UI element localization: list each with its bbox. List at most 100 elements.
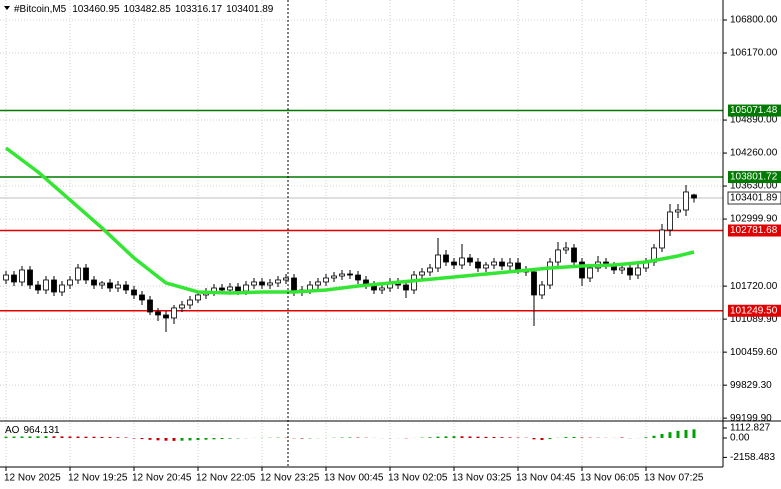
y-tick-label: 103630.00 bbox=[730, 181, 778, 192]
ao-name: AO bbox=[5, 425, 20, 436]
header-close: 103401.89 bbox=[226, 4, 274, 15]
x-tick-label: 13 Nov 00:45 bbox=[324, 473, 384, 484]
candle-body bbox=[427, 267, 433, 273]
candle-body bbox=[531, 271, 537, 296]
candle-body bbox=[163, 314, 169, 319]
y-tick-label: 99199.90 bbox=[730, 413, 772, 424]
y-tick-label: 101720.00 bbox=[730, 281, 778, 292]
candle-body bbox=[403, 284, 409, 291]
candle-body bbox=[11, 274, 17, 283]
bid-label-box bbox=[727, 191, 781, 205]
candle-body bbox=[51, 279, 57, 293]
candle-body bbox=[515, 262, 521, 271]
y-tick-label: 104890.00 bbox=[730, 115, 778, 126]
candle-body bbox=[627, 267, 633, 276]
candle-body bbox=[155, 311, 161, 316]
candle-body bbox=[459, 257, 465, 266]
candle-body bbox=[483, 264, 489, 269]
level-label-box bbox=[728, 104, 781, 117]
y-tick-label: 101089.90 bbox=[730, 314, 778, 325]
candle-body bbox=[691, 194, 697, 199]
ao-tick-label: 1112.827 bbox=[730, 423, 771, 434]
level-label-box bbox=[728, 171, 781, 184]
y-tick-label: 104260.00 bbox=[730, 148, 778, 159]
y-tick-label: 100459.60 bbox=[730, 347, 778, 358]
ao-current: 964.131 bbox=[23, 425, 60, 436]
candle-body bbox=[91, 279, 97, 286]
x-tick-label: 12 Nov 23:25 bbox=[260, 473, 320, 484]
candle-body bbox=[251, 281, 257, 286]
candle-body bbox=[171, 307, 177, 319]
candle-body bbox=[435, 254, 441, 269]
candle-body bbox=[507, 262, 513, 267]
candle-body bbox=[539, 284, 545, 296]
candle-body bbox=[675, 209, 681, 213]
level-label-box bbox=[728, 224, 781, 237]
header-high: 103482.85 bbox=[124, 4, 172, 15]
candle-body bbox=[195, 294, 201, 301]
level-label: 101249.50 bbox=[730, 305, 778, 316]
candle-body bbox=[75, 267, 81, 281]
y-tick-label: 102999.90 bbox=[730, 214, 778, 225]
header-open: 103460.95 bbox=[72, 4, 120, 15]
level-label: 103801.72 bbox=[730, 172, 778, 183]
candle-body bbox=[115, 284, 121, 289]
candle-body bbox=[59, 284, 65, 293]
candle-body bbox=[291, 277, 297, 293]
labels: 106800.00 106170.00 104890.00 104260.00 1036… bbox=[4, 15, 781, 484]
candle-body bbox=[27, 269, 33, 286]
candle-body bbox=[147, 299, 153, 313]
ao-header: AO 964.131 bbox=[5, 425, 60, 436]
candle-body bbox=[491, 261, 497, 266]
candle-body bbox=[379, 287, 385, 291]
candle-body bbox=[451, 261, 457, 266]
candle-body bbox=[283, 277, 289, 281]
candle-body bbox=[475, 261, 481, 269]
header-title: #Bitcoin,M5 bbox=[14, 4, 67, 15]
candle-body bbox=[419, 271, 425, 276]
candle-body bbox=[563, 247, 569, 251]
candle-body bbox=[331, 275, 337, 279]
candle-body bbox=[339, 273, 345, 277]
candle-body bbox=[67, 279, 73, 286]
bid-label: 103401.89 bbox=[730, 193, 778, 204]
x-tick-label: 12 Nov 19:25 bbox=[68, 473, 128, 484]
candle-body bbox=[355, 274, 361, 281]
y-tick-label: 99829.30 bbox=[730, 380, 772, 391]
candle-body bbox=[323, 277, 329, 283]
candle-body bbox=[219, 287, 225, 291]
candle-body bbox=[667, 211, 673, 231]
candle-body bbox=[547, 261, 553, 286]
candle-body bbox=[243, 284, 249, 292]
candle-body bbox=[347, 273, 353, 276]
ao-tick-label: -2158.483 bbox=[730, 452, 775, 463]
candle-body bbox=[467, 257, 473, 263]
candle-body bbox=[131, 289, 137, 296]
candle-body bbox=[267, 282, 273, 286]
candle-body bbox=[579, 261, 585, 279]
header-low: 103316.17 bbox=[175, 4, 223, 15]
x-tick-label: 12 Nov 22:05 bbox=[196, 473, 256, 484]
level-label-box bbox=[728, 304, 781, 317]
x-tick-label: 13 Nov 06:05 bbox=[580, 473, 640, 484]
candle-body bbox=[571, 247, 577, 263]
marks bbox=[0, 109, 723, 441]
candle-body bbox=[315, 281, 321, 286]
ao-tick-label: 0.00 bbox=[730, 433, 750, 444]
candle-body bbox=[139, 294, 145, 301]
candle-body bbox=[99, 282, 105, 286]
x-tick-label: 13 Nov 04:45 bbox=[516, 473, 576, 484]
candle-body bbox=[635, 267, 641, 276]
candle-body bbox=[659, 229, 665, 249]
level-label: 102781.68 bbox=[730, 225, 778, 236]
candle-body bbox=[123, 284, 129, 291]
candle-body bbox=[683, 191, 689, 211]
candle-body bbox=[3, 274, 9, 281]
candle-body bbox=[43, 279, 49, 291]
candle-body bbox=[259, 281, 265, 286]
moving-average bbox=[4, 146, 695, 295]
header: #Bitcoin,M5 103460.95 103482.85 103316.17 10… bbox=[14, 4, 274, 15]
menu-arrow bbox=[4, 6, 10, 10]
